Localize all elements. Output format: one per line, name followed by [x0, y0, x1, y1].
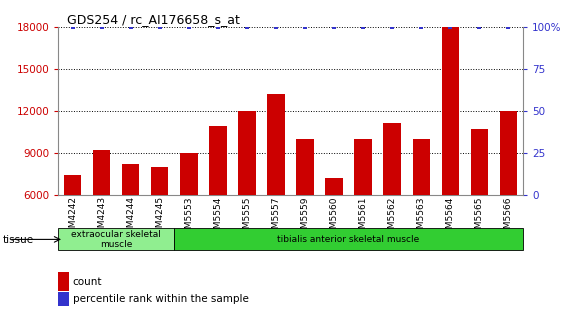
Bar — [413, 139, 430, 195]
Point — [242, 24, 252, 30]
Bar — [442, 13, 459, 195]
Bar — [296, 139, 314, 195]
Bar — [122, 164, 139, 195]
Bar — [64, 175, 81, 195]
Point — [475, 24, 484, 30]
Point — [271, 24, 281, 30]
Bar — [174, 228, 523, 250]
Point — [155, 24, 164, 30]
Point — [126, 24, 135, 30]
Text: GDS254 / rc_AI176658_s_at: GDS254 / rc_AI176658_s_at — [67, 13, 241, 26]
Point — [97, 24, 106, 30]
Bar — [238, 111, 256, 195]
Point — [504, 24, 513, 30]
Point — [213, 24, 223, 30]
Text: tibialis anterior skeletal muscle: tibialis anterior skeletal muscle — [278, 235, 419, 244]
Bar — [151, 167, 168, 195]
Text: percentile rank within the sample: percentile rank within the sample — [73, 294, 249, 304]
Bar — [325, 178, 343, 195]
Bar — [354, 139, 372, 195]
Text: extraocular skeletal
muscle: extraocular skeletal muscle — [71, 230, 161, 249]
Point — [184, 24, 193, 30]
Point — [329, 24, 339, 30]
Point — [388, 24, 397, 30]
Text: count: count — [73, 277, 102, 287]
Point — [68, 24, 77, 30]
Point — [417, 24, 426, 30]
Text: tissue: tissue — [3, 235, 34, 245]
Bar — [471, 129, 488, 195]
Bar — [500, 111, 517, 195]
Bar — [267, 94, 285, 195]
Point — [358, 24, 368, 30]
Bar — [209, 126, 227, 195]
Bar — [93, 150, 110, 195]
Bar — [180, 153, 198, 195]
Bar — [383, 124, 401, 195]
Bar — [58, 228, 174, 250]
Point — [300, 24, 310, 30]
Point — [446, 24, 455, 30]
